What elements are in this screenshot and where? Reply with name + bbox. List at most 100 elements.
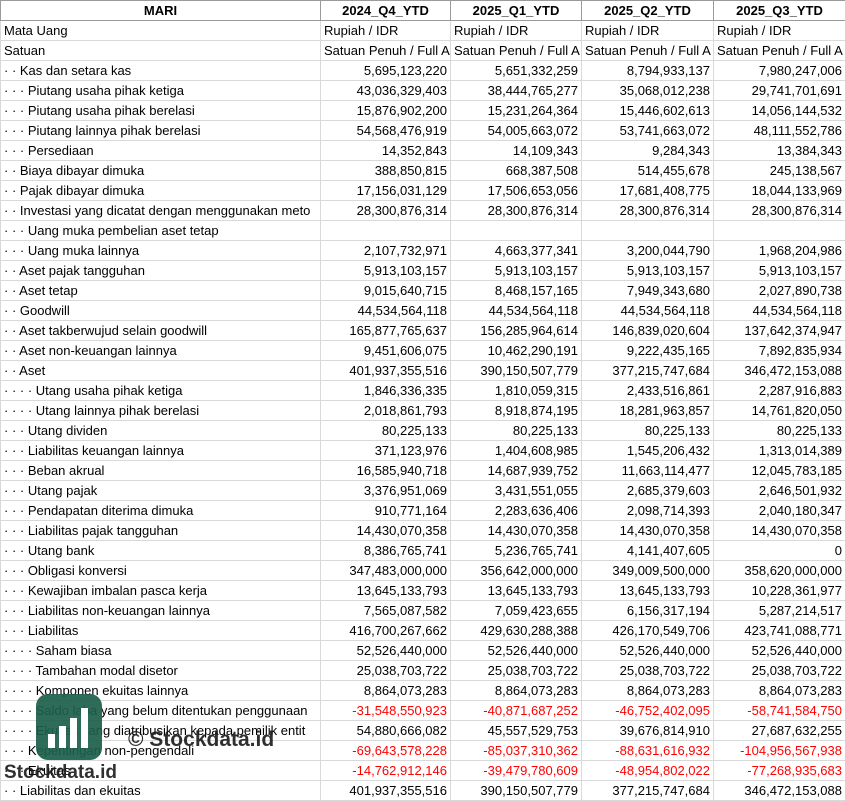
header-row: MARI 2024_Q4_YTD 2025_Q1_YTD 2025_Q2_YTD 202… (0, 0, 845, 21)
cell: 0 (713, 540, 845, 561)
cell: 17,681,408,775 (581, 180, 714, 201)
cell: 346,472,153,088 (713, 360, 845, 381)
cell: 2,283,636,406 (450, 500, 582, 521)
row-label: · · Aset pajak tangguhan (0, 260, 321, 281)
row-label: Satuan (0, 40, 321, 61)
cell: 52,526,440,000 (713, 640, 845, 661)
table-row: · · Goodwill 44,534,564,118 44,534,564,118… (0, 300, 845, 321)
table-row: · · · · Komponen ekuitas lainnya 8,864,07… (0, 680, 845, 701)
row-label: · · Aset (0, 360, 321, 381)
cell: 2,040,180,347 (713, 500, 845, 521)
column-header: MARI (0, 0, 321, 21)
cell: 15,231,264,364 (450, 100, 582, 121)
row-label: · · · Liabilitas keuangan lainnya (0, 440, 321, 461)
cell: 80,225,133 (713, 420, 845, 441)
cell: 401,937,355,516 (320, 780, 451, 801)
cell: 54,005,663,072 (450, 120, 582, 141)
row-label: · · Investasi yang dicatat dengan menggu… (0, 200, 321, 221)
cell: -48,954,802,022 (581, 760, 714, 781)
cell: -31,548,550,923 (320, 700, 451, 721)
row-label: · · · · Utang lainnya pihak berelasi (0, 400, 321, 421)
table-body: Mata Uang Rupiah / IDR Rupiah / IDR Rupiah … (0, 20, 845, 801)
row-label: · · · Piutang lainnya pihak berelasi (0, 120, 321, 141)
table-row: · · · · Ekuitas yang diatribusikan kepad… (0, 720, 845, 741)
cell: 2,433,516,861 (581, 380, 714, 401)
row-label: · · · Liabilitas pajak tangguhan (0, 520, 321, 541)
table-row: · · · Kepentingan non-pengendali -69,643,… (0, 740, 845, 761)
cell: 5,287,214,517 (713, 600, 845, 621)
cell: 5,913,103,157 (450, 260, 582, 281)
row-label: · · · Beban akrual (0, 460, 321, 481)
cell: 5,695,123,220 (320, 60, 451, 81)
cell: 9,451,606,075 (320, 340, 451, 361)
column-header: 2025_Q2_YTD (581, 0, 714, 21)
cell: 388,850,815 (320, 160, 451, 181)
cell: Rupiah / IDR (713, 20, 845, 41)
table-row: · · · · Saham biasa 52,526,440,000 52,526,… (0, 640, 845, 661)
row-label: · · · Piutang usaha pihak ketiga (0, 80, 321, 101)
cell: 146,839,020,604 (581, 320, 714, 341)
table-row: · · · Utang bank 8,386,765,741 5,236,765,7… (0, 540, 845, 561)
table-row: · · Investasi yang dicatat dengan menggu… (0, 200, 845, 221)
cell: 18,281,963,857 (581, 400, 714, 421)
cell: 14,430,070,358 (320, 520, 451, 541)
cell: 7,980,247,006 (713, 60, 845, 81)
cell: -40,871,687,252 (450, 700, 582, 721)
cell: 1,404,608,985 (450, 440, 582, 461)
cell: 13,645,133,793 (450, 580, 582, 601)
table-row: · · · Piutang lainnya pihak berelasi 54,5… (0, 120, 845, 141)
cell: 25,038,703,722 (450, 660, 582, 681)
cell: 137,642,374,947 (713, 320, 845, 341)
cell: -77,268,935,683 (713, 760, 845, 781)
table-row: · · Aset tetap 9,015,640,715 8,468,157,165… (0, 280, 845, 301)
cell: 668,387,508 (450, 160, 582, 181)
row-label: · · · Uang muka lainnya (0, 240, 321, 261)
cell: 14,056,144,532 (713, 100, 845, 121)
cell: 10,462,290,191 (450, 340, 582, 361)
row-label: · · · · Ekuitas yang diatribusikan kepad… (0, 720, 321, 741)
cell: -88,631,616,932 (581, 740, 714, 761)
cell: 14,761,820,050 (713, 400, 845, 421)
cell: 8,468,157,165 (450, 280, 582, 301)
row-label: · · Aset non-keuangan lainnya (0, 340, 321, 361)
row-label: · · Liabilitas dan ekuitas (0, 780, 321, 801)
cell: 7,059,423,655 (450, 600, 582, 621)
column-header: 2024_Q4_YTD (320, 0, 451, 21)
cell: 390,150,507,779 (450, 360, 582, 381)
cell: 2,098,714,393 (581, 500, 714, 521)
row-label: · · · Piutang usaha pihak berelasi (0, 100, 321, 121)
cell: 2,287,916,883 (713, 380, 845, 401)
cell: 4,141,407,605 (581, 540, 714, 561)
cell: Rupiah / IDR (581, 20, 714, 41)
row-label: · · · Liabilitas (0, 620, 321, 641)
table-row: · · Aset non-keuangan lainnya 9,451,606,0… (0, 340, 845, 361)
cell: 80,225,133 (450, 420, 582, 441)
cell: 44,534,564,118 (320, 300, 451, 321)
table-row: · · · Piutang usaha pihak ketiga 43,036,3… (0, 80, 845, 101)
cell: 416,700,267,662 (320, 620, 451, 641)
row-label: · · · Uang muka pembelian aset tetap (0, 220, 321, 241)
cell: 423,741,088,771 (713, 620, 845, 641)
table-row: · · · · Utang lainnya pihak berelasi 2,01… (0, 400, 845, 421)
cell: 10,228,361,977 (713, 580, 845, 601)
cell: 165,877,765,637 (320, 320, 451, 341)
table-row: · · Biaya dibayar dimuka 388,850,815 668,3… (0, 160, 845, 181)
cell: 44,534,564,118 (450, 300, 582, 321)
cell: 7,949,343,680 (581, 280, 714, 301)
column-header: 2025_Q3_YTD (713, 0, 845, 21)
table-row: · · · Kewajiban imbalan pasca kerja 13,64… (0, 580, 845, 601)
cell: 3,431,551,055 (450, 480, 582, 501)
table-row: · · · · Utang usaha pihak ketiga 1,846,33… (0, 380, 845, 401)
cell: 8,864,073,283 (713, 680, 845, 701)
cell (713, 220, 845, 241)
cell: 9,015,640,715 (320, 280, 451, 301)
cell: -58,741,584,750 (713, 700, 845, 721)
cell: 1,313,014,389 (713, 440, 845, 461)
cell: 18,044,133,969 (713, 180, 845, 201)
cell: 15,876,902,200 (320, 100, 451, 121)
row-label: · · · · Saldo laba yang belum ditentukan… (0, 700, 321, 721)
row-label: · · · Utang pajak (0, 480, 321, 501)
cell: 25,038,703,722 (320, 660, 451, 681)
cell: 349,009,500,000 (581, 560, 714, 581)
